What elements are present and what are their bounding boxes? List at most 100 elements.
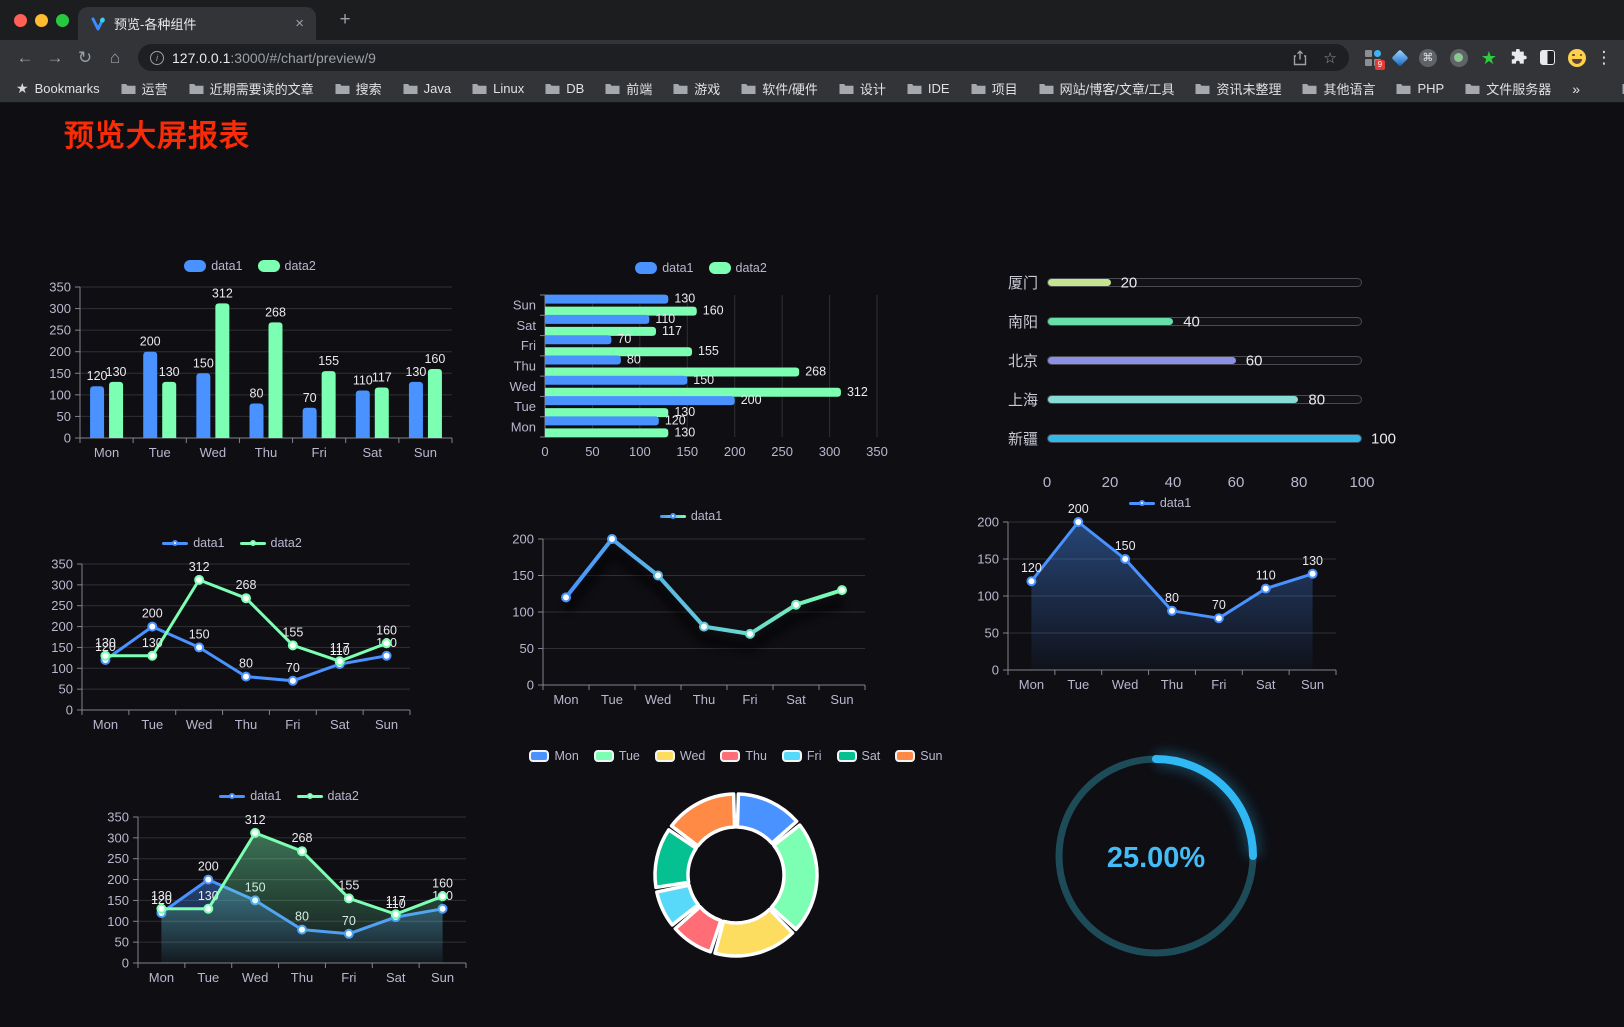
bookmark-folder-项目[interactable]: 项目 [971,79,1018,98]
pie-slice-Sun[interactable] [669,792,737,848]
bookmark-label: 网站/博客/文章/工具 [1059,82,1175,97]
bookmark-folder-游戏[interactable]: 游戏 [673,79,720,98]
bookmark-folder-运营[interactable]: 运营 [121,79,168,98]
progress-row-南阳: 南阳 40 [1000,302,1362,341]
close-window-button[interactable] [14,14,27,27]
command-extension-icon[interactable]: ⌘ [1418,48,1437,67]
page-title: 预览大屏报表 [64,120,250,153]
progress-value: 40 [1183,313,1200,330]
svg-text:130: 130 [142,636,163,650]
bookmarks-manager-item[interactable]: ★ Bookmarks [16,80,100,97]
svg-text:Wed: Wed [200,445,227,460]
legend-label: data1 [211,259,243,273]
folder-icon [1039,83,1054,94]
bookmark-folder-PHP[interactable]: PHP [1396,81,1444,96]
svg-text:Tue: Tue [1067,677,1089,692]
legend-marker-icon [296,793,323,799]
bookmark-folder-近期需要读的文章[interactable]: 近期需要读的文章 [189,79,314,98]
bookmark-folder-DB[interactable]: DB [545,81,584,96]
minimize-window-button[interactable] [35,14,48,27]
bookmark-folder-资讯未整理[interactable]: 资讯未整理 [1195,79,1281,98]
url-bar[interactable]: i 127.0.0.1:3000/#/chart/preview/9 ☆ [138,44,1349,71]
legend-item-data1[interactable]: data1 [219,789,282,803]
svg-text:Fri: Fri [285,717,300,732]
share-icon[interactable] [1293,49,1307,66]
legend-item-data2[interactable]: data2 [239,536,302,550]
pie-slice-Tue[interactable] [769,823,819,932]
tab-favicon-icon [90,16,106,32]
chart-line-gradient: data1 0 50 100 150 200 Mon Tue Wed Thu Fri Sat Sun [505,501,877,713]
bookmark-folder-前端[interactable]: 前端 [605,79,652,98]
bookmark-folder-网站/博客/文章/工具[interactable]: 网站/博客/文章/工具 [1039,79,1175,98]
bookmark-folder-设计[interactable]: 设计 [839,79,886,98]
bookmarks-overflow-chevron[interactable]: » [1572,80,1581,97]
emoji-extension-icon[interactable] [1568,48,1586,67]
bookmark-folder-Java[interactable]: Java [403,81,451,96]
bookmark-label: IDE [927,81,950,96]
bookmark-folder-Linux[interactable]: Linux [472,81,524,96]
legend-item-data1[interactable]: data1 [184,259,243,273]
pie-svg [653,792,819,958]
legend-item-data1[interactable]: data1 [635,261,694,275]
legend-item-Sat[interactable]: Sat [836,749,880,763]
bookmark-folder-搜索[interactable]: 搜索 [335,79,382,98]
legend-item-Wed[interactable]: Wed [654,749,705,763]
home-button[interactable]: ⌂ [109,47,121,67]
legend-marker-icon [654,750,675,762]
pie-slice-Mon[interactable] [735,792,799,845]
legend-label: data1 [662,261,694,275]
zoom-window-button[interactable] [56,14,69,27]
bookmark-folder-IDE[interactable]: IDE [907,81,950,96]
tab-grid-extension-icon[interactable]: 9 [1364,49,1385,70]
legend-item-data1[interactable]: data1 [1128,496,1191,510]
legend-item-Thu[interactable]: Thu [720,749,767,763]
svg-text:150: 150 [51,640,73,655]
bookmark-label: PHP [1417,81,1445,96]
svg-text:350: 350 [51,557,73,572]
new-tab-button[interactable]: + [339,9,351,30]
legend-item-Sun[interactable]: Sun [895,749,943,763]
svg-text:50: 50 [985,626,999,641]
puzzle-extensions-icon[interactable] [1510,49,1527,66]
recorder-extension-icon[interactable] [1449,48,1468,67]
forward-button[interactable]: → [46,47,64,67]
svg-text:Mon: Mon [149,970,174,985]
pie-slice-Sat[interactable] [653,828,698,890]
legend-item-Tue[interactable]: Tue [593,749,640,763]
legend-item-Mon[interactable]: Mon [529,749,579,763]
pie-slice-Thu[interactable] [673,905,723,954]
line-two-svg: 0 50 100 150 200 250 300 350 Mon Tue Wed Thu Fri Sat S… [51,557,411,732]
pie-slice-Wed[interactable] [713,907,795,958]
tab-close-icon[interactable]: × [295,15,304,32]
bookmark-star-icon[interactable]: ☆ [1323,49,1337,67]
svg-text:150: 150 [49,366,71,381]
legend-item-data1[interactable]: data1 [162,536,225,550]
reload-button[interactable]: ↻ [77,47,93,67]
gem-extension-icon[interactable] [1391,49,1409,66]
legend-item-data2[interactable]: data2 [708,261,767,275]
site-info-icon[interactable]: i [150,50,164,65]
chart-legend: data1 data2 [100,787,478,805]
bookmark-folder-软件/硬件[interactable]: 软件/硬件 [741,79,818,98]
svg-text:155: 155 [338,878,359,892]
split-screen-extension-icon[interactable] [1540,50,1555,65]
svg-text:70: 70 [617,332,631,346]
bookmark-folder-其他语言[interactable]: 其他语言 [1302,79,1375,98]
folder-icon [907,83,922,94]
svg-text:Tue: Tue [149,445,171,460]
bookmark-label: 项目 [991,82,1018,97]
pie-slice-Fri[interactable] [655,883,700,927]
bookmark-folder-文件服务器[interactable]: 文件服务器 [1465,79,1551,98]
svg-text:312: 312 [212,286,233,300]
svg-text:300: 300 [819,444,841,459]
green-star-extension-icon[interactable]: ★ [1480,47,1497,68]
legend-item-data2[interactable]: data2 [257,259,316,273]
svg-text:Mon: Mon [511,419,536,434]
legend-item-data2[interactable]: data2 [296,789,359,803]
back-button[interactable]: ← [16,47,34,67]
svg-text:130: 130 [1302,554,1323,568]
legend-item-data1[interactable]: data1 [659,509,722,523]
browser-menu-button[interactable]: ⋮ [1595,47,1613,67]
legend-item-Fri[interactable]: Fri [781,749,822,763]
browser-tab[interactable]: 预览-各种组件 × [78,7,316,40]
